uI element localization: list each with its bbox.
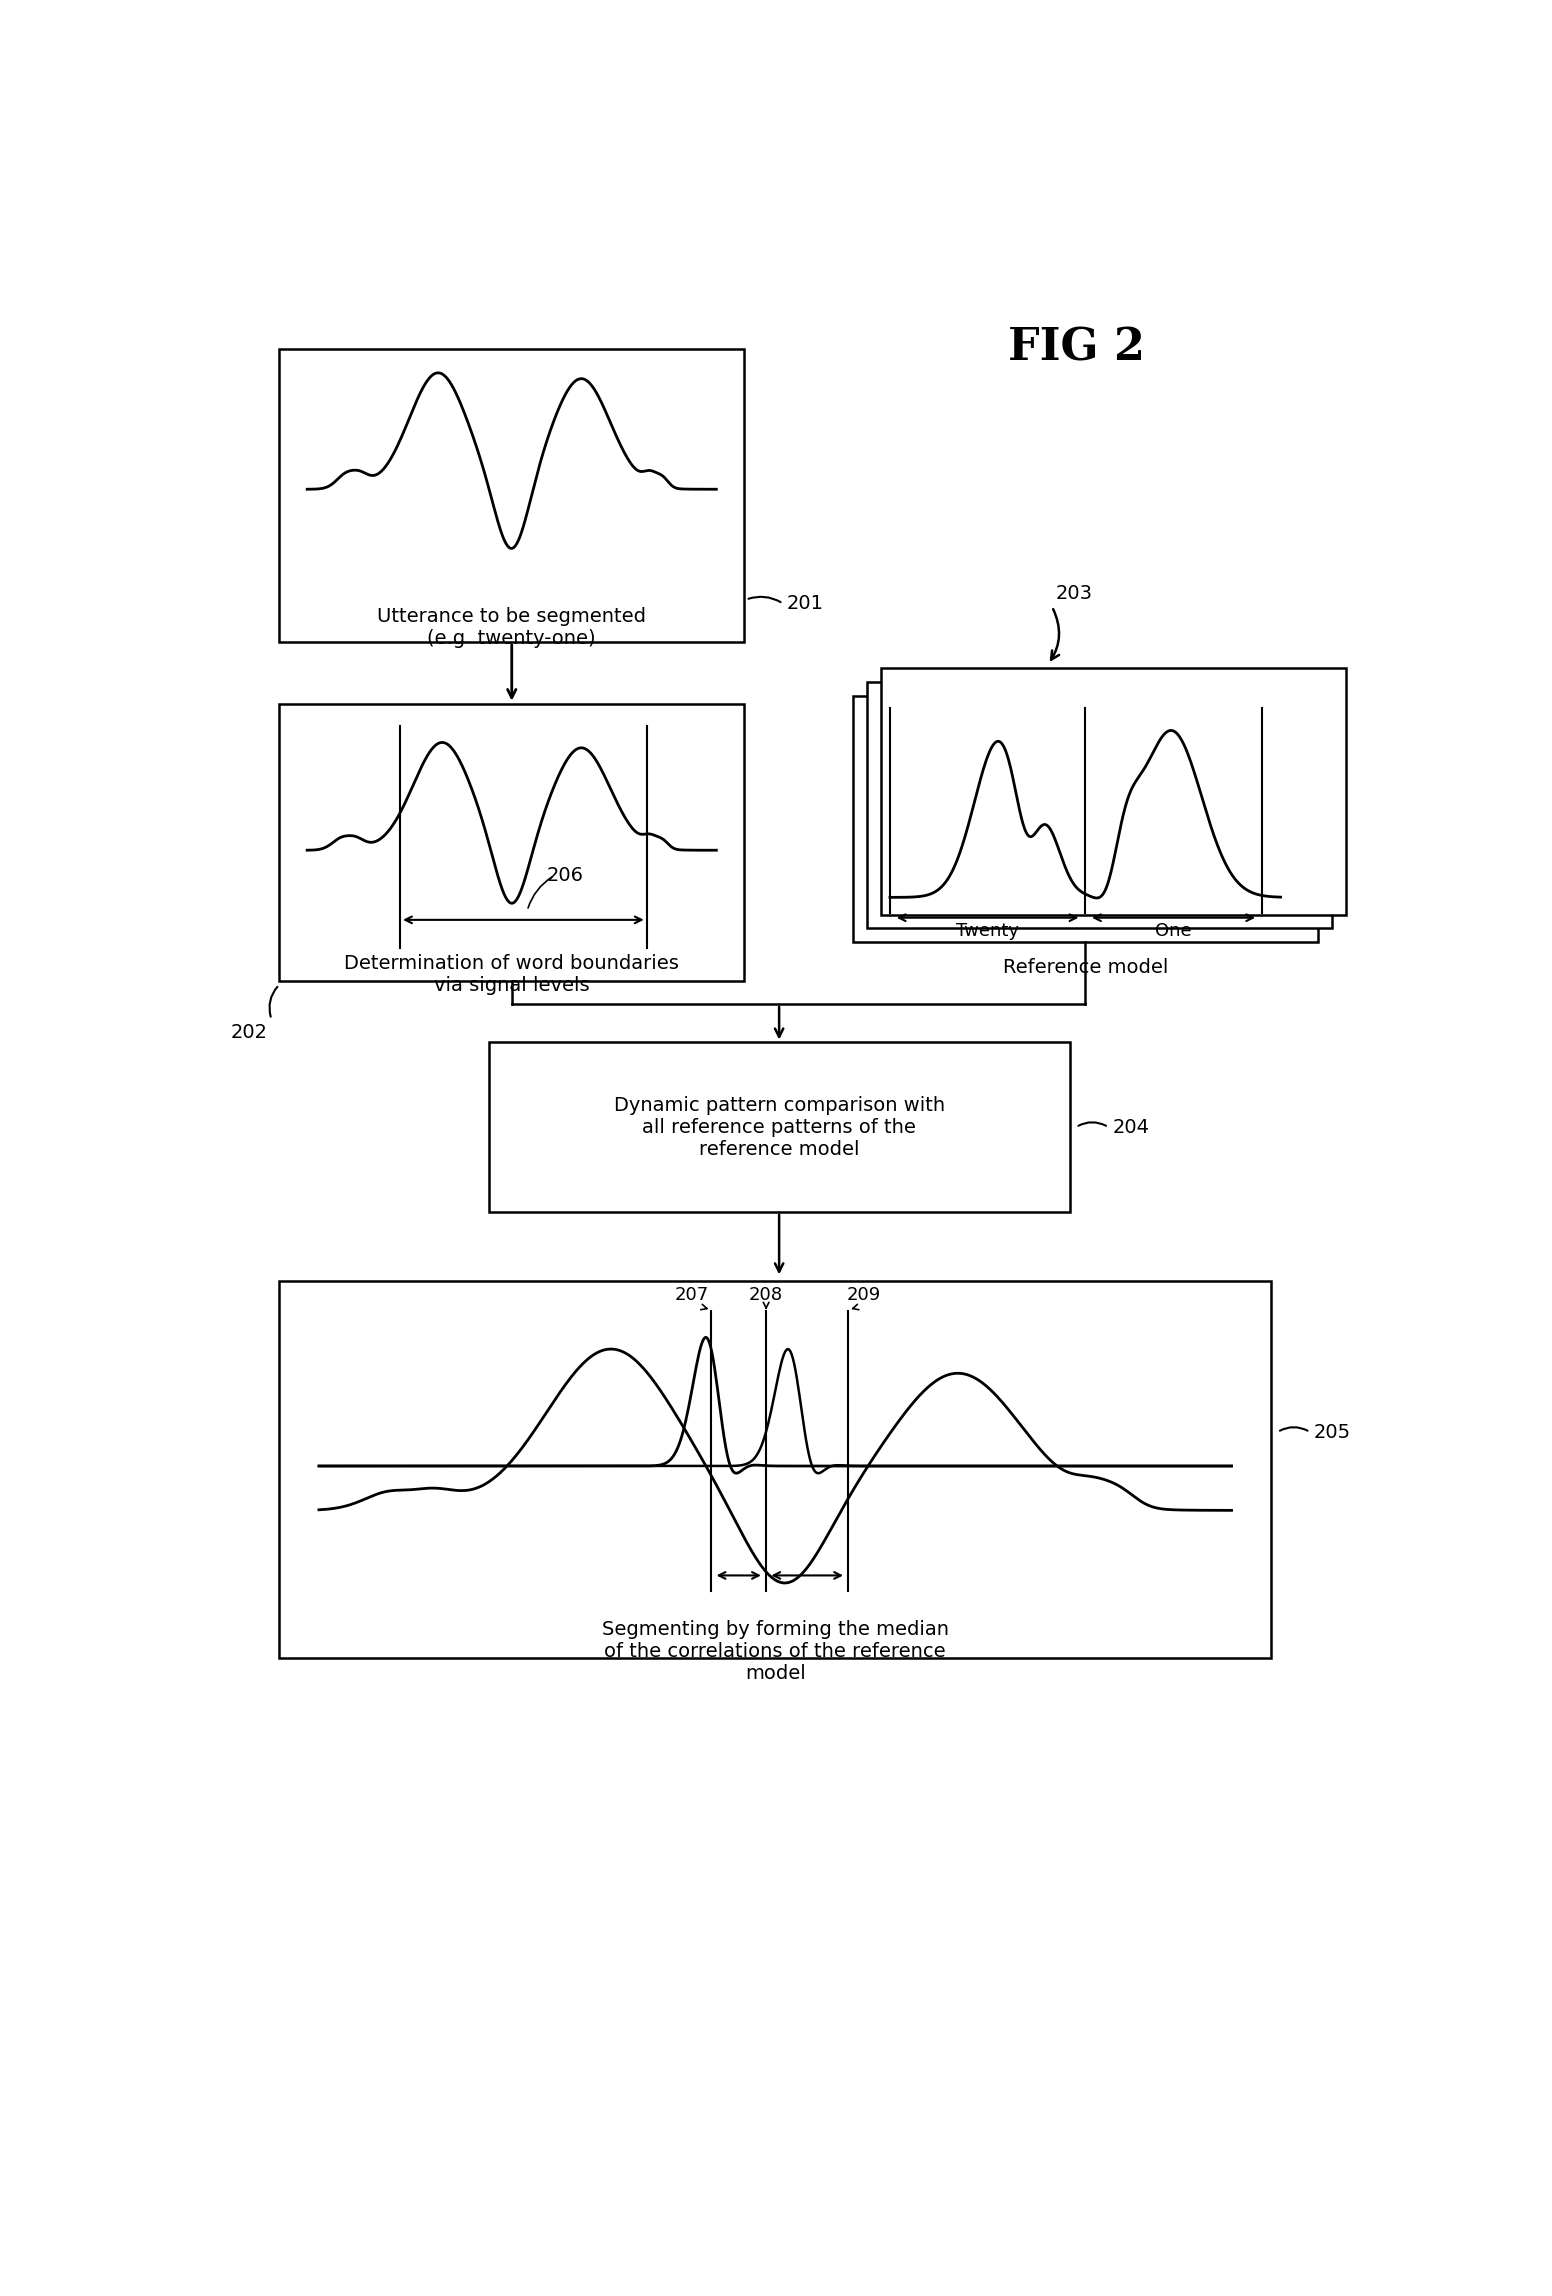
Text: 207: 207 (675, 1286, 709, 1304)
Text: 204: 204 (1113, 1118, 1150, 1137)
Text: 206: 206 (546, 866, 584, 884)
Bar (866, 682, 1332, 928)
Text: Twenty: Twenty (956, 921, 1020, 939)
Bar (489, 1042, 1069, 1212)
Text: 203: 203 (1055, 583, 1093, 604)
Text: Segmenting by forming the median
of the correlations of the reference
model: Segmenting by forming the median of the … (602, 1621, 948, 1683)
Text: Determination of word boundaries
via signal levels: Determination of word boundaries via sig… (345, 953, 680, 994)
Text: One: One (1155, 921, 1192, 939)
Bar (279, 1281, 1271, 1658)
Text: Utterance to be segmented
(e.g  twenty-one): Utterance to be segmented (e.g twenty-on… (377, 608, 646, 647)
Text: Dynamic pattern comparison with
all reference patterns of the
reference model: Dynamic pattern comparison with all refe… (613, 1095, 945, 1159)
Bar (279, 703, 745, 980)
Bar (880, 668, 1346, 914)
Bar (852, 696, 1318, 941)
Bar (279, 349, 745, 643)
Text: 205: 205 (1315, 1424, 1350, 1442)
Text: 201: 201 (787, 595, 824, 613)
Text: FIG 2: FIG 2 (1007, 326, 1145, 370)
Text: 209: 209 (847, 1286, 882, 1304)
Text: 208: 208 (750, 1286, 784, 1304)
Text: Reference model: Reference model (1003, 957, 1169, 976)
Text: 202: 202 (231, 1024, 267, 1042)
